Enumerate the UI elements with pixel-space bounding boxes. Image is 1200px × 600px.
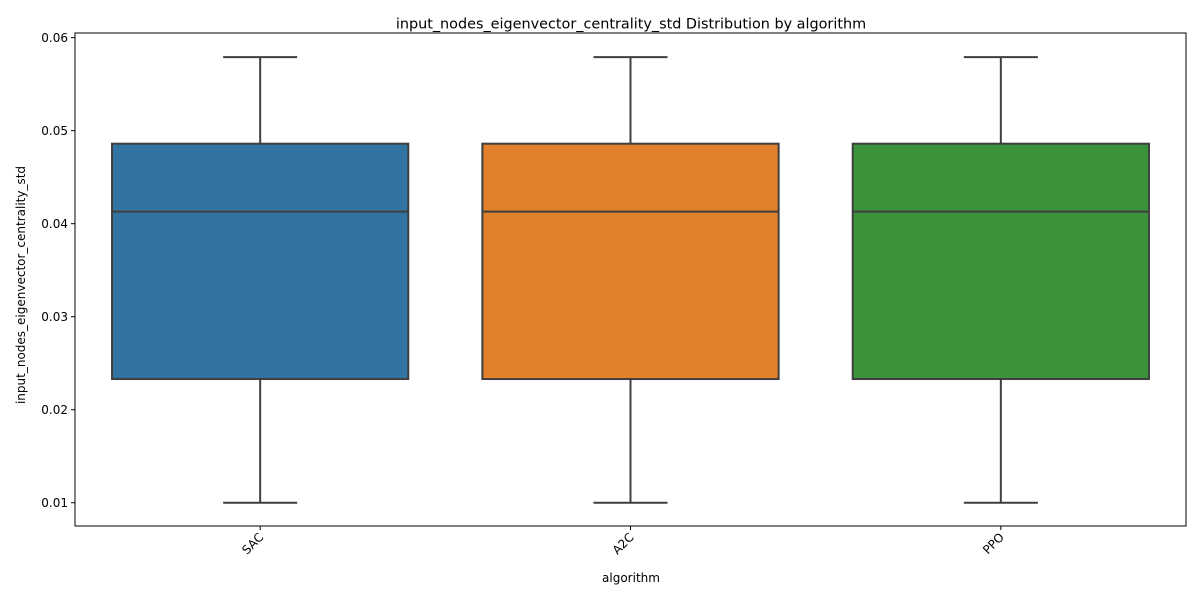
chart-title: input_nodes_eigenvector_centrality_std D… xyxy=(396,17,866,33)
iqr-box xyxy=(851,142,1150,381)
y-axis-label: input_nodes_eigenvector_centrality_std xyxy=(14,166,28,404)
y-tick-label: 0.04 xyxy=(41,217,68,231)
x-axis-label: algorithm xyxy=(602,571,660,585)
y-tick-label: 0.01 xyxy=(41,496,68,510)
y-tick-label: 0.06 xyxy=(41,31,68,45)
iqr-box xyxy=(111,142,410,381)
x-tick-label: A2C xyxy=(610,530,637,557)
x-axis: SAC A2C PPO xyxy=(239,526,1007,557)
y-axis: 0.01 0.02 0.03 0.04 0.05 0.06 xyxy=(41,31,75,510)
y-tick-label: 0.05 xyxy=(41,124,68,138)
box-a2c xyxy=(481,56,780,504)
x-tick-label: SAC xyxy=(239,530,266,557)
iqr-box xyxy=(481,142,780,381)
box-ppo xyxy=(851,56,1150,504)
y-tick-label: 0.03 xyxy=(41,310,68,324)
x-tick-label: PPO xyxy=(980,530,1007,557)
plot-area xyxy=(74,32,1187,527)
box-sac xyxy=(111,56,410,504)
y-tick-label: 0.02 xyxy=(41,403,68,417)
